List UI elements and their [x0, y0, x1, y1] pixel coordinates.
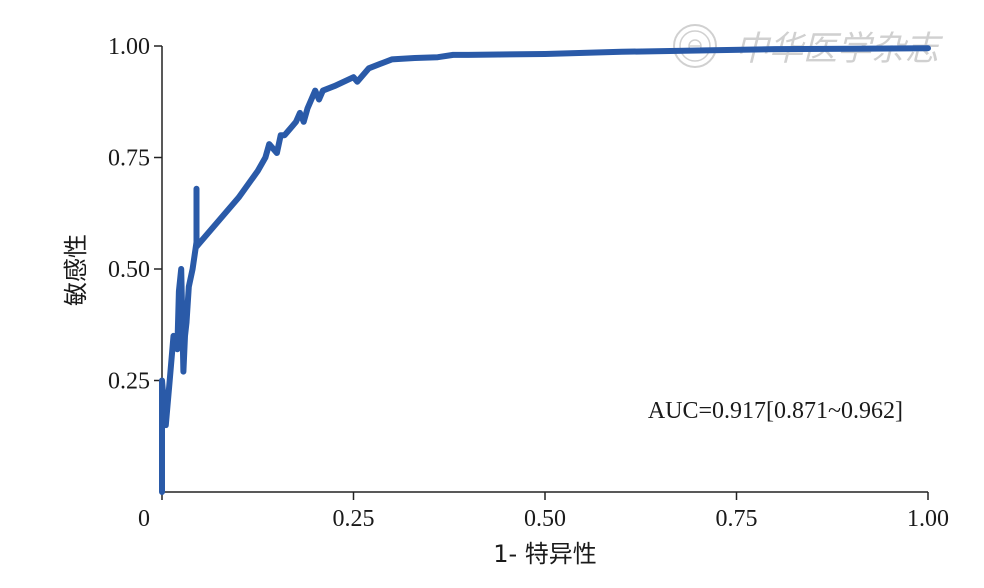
axes: 0 0.25 0.50 0.75 1.00 0.25 0.50 0.75 1.00 — [108, 34, 949, 532]
roc-curve-line — [159, 45, 931, 495]
y-tick-label: 0.25 — [108, 369, 150, 395]
y-tick-label: 0.50 — [108, 257, 150, 283]
x-tick-label: 0.25 — [333, 506, 375, 532]
x-axis-title: 1- 特异性 — [493, 540, 597, 568]
y-axis-title: 敏感性 — [62, 234, 90, 306]
y-tick-label: 1.00 — [108, 34, 150, 60]
x-tick-label: 0 — [138, 506, 150, 532]
auc-annotation: AUC=0.917[0.871~0.962] — [648, 398, 903, 424]
y-ticks: 0.25 0.50 0.75 1.00 — [108, 34, 162, 395]
y-tick-label: 0.75 — [108, 146, 150, 172]
x-tick-label: 0.50 — [524, 506, 566, 532]
x-ticks: 0 0.25 0.50 0.75 1.00 — [138, 492, 949, 532]
seal-icon — [673, 24, 717, 68]
x-tick-label: 0.75 — [716, 506, 758, 532]
x-tick-label: 1.00 — [907, 506, 949, 532]
